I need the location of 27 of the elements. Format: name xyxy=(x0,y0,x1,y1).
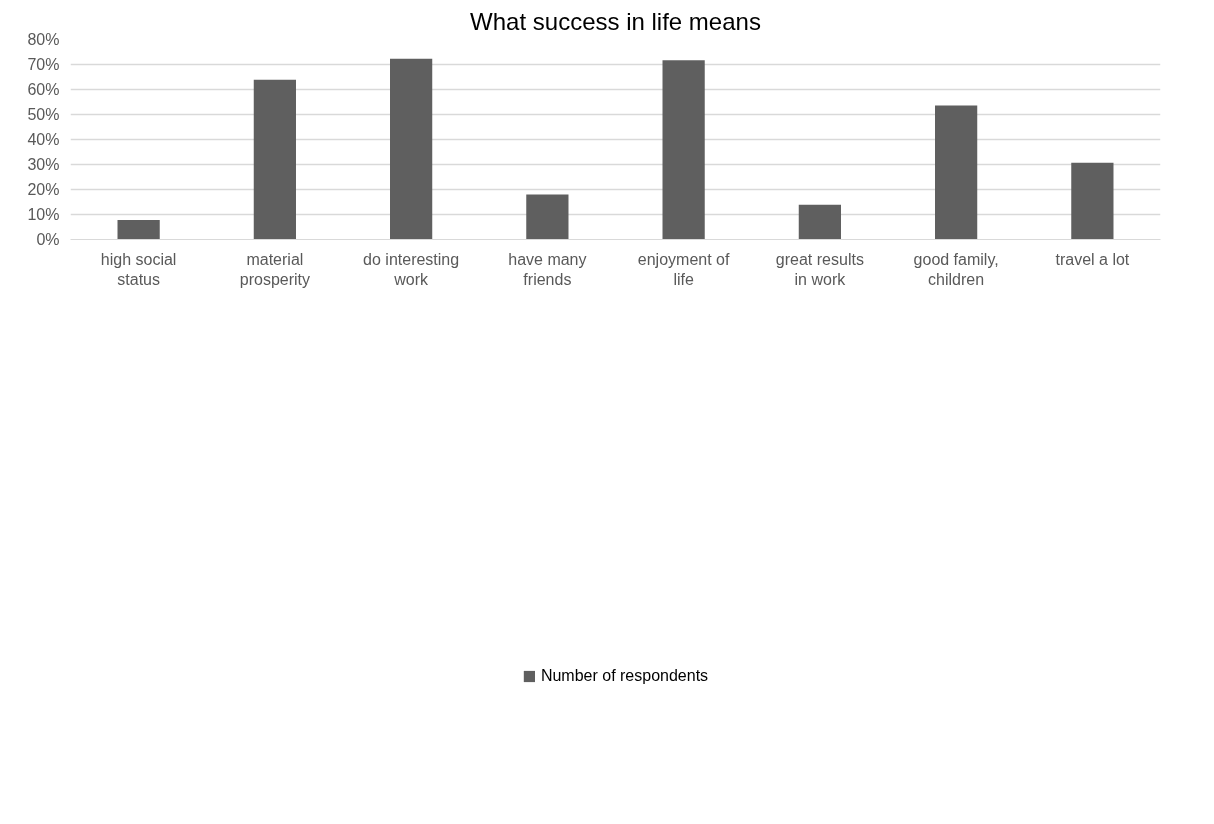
y-tick-label: 50% xyxy=(27,106,60,123)
legend-label: Number of respondents xyxy=(540,666,709,685)
x-tick-label: do interesting work xyxy=(363,250,460,288)
y-tick-label: 40% xyxy=(27,131,60,148)
x-tick-label: enjoyment of life xyxy=(637,250,730,288)
y-tick-label: 20% xyxy=(27,181,60,198)
bar xyxy=(935,105,978,240)
bar xyxy=(117,220,160,240)
y-tick-label: 0% xyxy=(36,231,60,248)
x-tick-label: high social status xyxy=(100,250,177,288)
y-tick-label: 10% xyxy=(27,206,60,223)
y-tick-label: 60% xyxy=(27,81,60,98)
bar xyxy=(253,79,296,240)
y-tick-label: 70% xyxy=(27,56,60,73)
x-tick-label: travel a lot xyxy=(1055,250,1130,268)
y-tick-label: 30% xyxy=(27,156,60,173)
bar xyxy=(390,58,433,240)
bar xyxy=(1071,162,1114,240)
y-tick-label: 80% xyxy=(27,31,60,48)
x-tick-label: material prosperity xyxy=(239,250,310,288)
bar xyxy=(662,60,705,240)
chart-title: What success in life means xyxy=(470,7,761,35)
x-tick-label: have many friends xyxy=(508,250,587,288)
bar xyxy=(526,194,569,240)
x-tick-label: good family, children xyxy=(913,250,999,288)
x-tick-label: great results in work xyxy=(775,250,864,288)
bar xyxy=(798,204,841,240)
